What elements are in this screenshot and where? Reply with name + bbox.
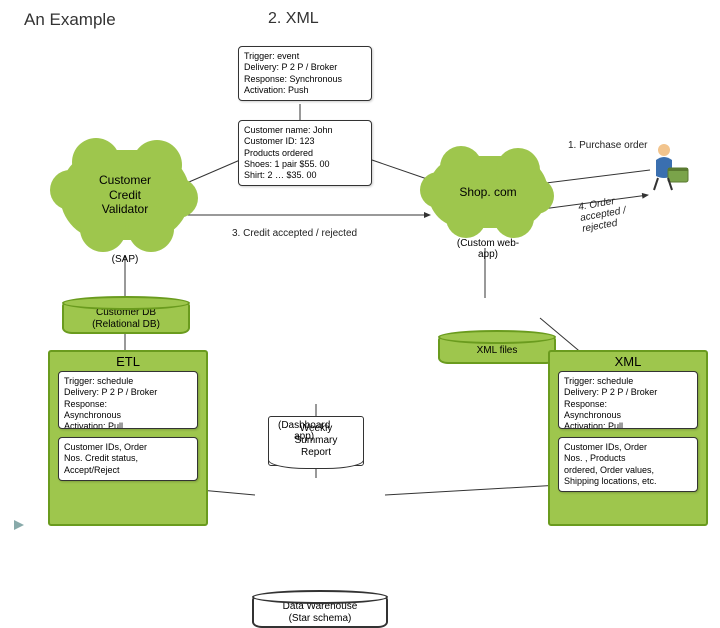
etl-title: ETL [50, 352, 206, 371]
xml-payload-line: ordered, Order values, [564, 465, 692, 476]
etl-group: ETL Trigger: schedule Delivery: P 2 P / … [48, 350, 208, 526]
etl-payload-line: Accept/Reject [64, 465, 192, 476]
trigger-line: Activation: Push [244, 85, 366, 96]
user-icon [648, 142, 692, 192]
trigger-box: Trigger: event Delivery: P 2 P / Broker … [238, 46, 372, 101]
slide-bullet-icon [14, 520, 24, 530]
edge-credit-label: 3. Credit accepted / rejected [232, 228, 357, 239]
msg-line: Shoes: 1 pair $55. 00 [244, 159, 366, 170]
etl-payload-box: Customer IDs, Order Nos. Credit status, … [58, 437, 198, 481]
customer-db: Customer DB (Relational DB) [62, 300, 190, 334]
msg-line: Shirt: 2 … $35. 00 [244, 170, 366, 181]
xml-trigger-line: Delivery: P 2 P / Broker [564, 387, 692, 398]
xml-payload-line: Nos. , Products [564, 453, 692, 464]
edge-purchase-label: 1. Purchase order [568, 140, 648, 151]
xml-trigger-line: Trigger: schedule [564, 376, 692, 387]
msg-line: Customer ID: 123 [244, 136, 366, 147]
customer-msg-box: Customer name: John Customer ID: 123 Pro… [238, 120, 372, 186]
etl-trigger-line: Delivery: P 2 P / Broker [64, 387, 192, 398]
etl-trigger-line: Response: [64, 399, 192, 410]
xml-trigger-line: Activation: Pull [564, 421, 692, 429]
xml-group: XML Trigger: schedule Delivery: P 2 P / … [548, 350, 708, 526]
xml-payload-line: Customer IDs, Order [564, 442, 692, 453]
etl-payload-line: Nos. Credit status, [64, 453, 192, 464]
section-title: 2. XML [268, 10, 319, 28]
shop-cloud: Shop. com [428, 156, 548, 228]
etl-trigger-line: Asynchronous [64, 410, 192, 421]
etl-trigger-box: Trigger: schedule Delivery: P 2 P / Brok… [58, 371, 198, 429]
trigger-line: Trigger: event [244, 51, 366, 62]
msg-line: Products ordered [244, 148, 366, 159]
edge-order-status-label: 4. Order accepted / rejected [577, 194, 628, 235]
page-title: An Example [24, 10, 116, 30]
trigger-line: Response: Synchronous [244, 74, 366, 85]
xml-payload-line: Shipping locations, etc. [564, 476, 692, 487]
etl-payload-line: Customer IDs, Order [64, 442, 192, 453]
credit-validator-subtitle: (SAP) [60, 254, 190, 265]
xml-payload-box: Customer IDs, Order Nos. , Products orde… [558, 437, 698, 492]
shop-subtitle: (Custom web- app) [428, 238, 548, 260]
trigger-line: Delivery: P 2 P / Broker [244, 62, 366, 73]
etl-trigger-line: Activation: Pull [64, 421, 192, 429]
xml-files-db: XML files [438, 334, 556, 364]
dashboard-label: (Dashboard app) [278, 420, 330, 442]
xml-trigger-box: Trigger: schedule Delivery: P 2 P / Brok… [558, 371, 698, 429]
credit-validator-title: Customer Credit Validator [99, 173, 151, 216]
xml-trigger-line: Asynchronous [564, 410, 692, 421]
credit-validator-cloud: Customer Credit Validator [60, 150, 190, 240]
xml-title: XML [550, 352, 706, 371]
xml-trigger-line: Response: [564, 399, 692, 410]
data-warehouse: Data Warehouse (Star schema) [252, 594, 388, 628]
etl-trigger-line: Trigger: schedule [64, 376, 192, 387]
msg-line: Customer name: John [244, 125, 366, 136]
shop-title: Shop. com [459, 185, 516, 199]
